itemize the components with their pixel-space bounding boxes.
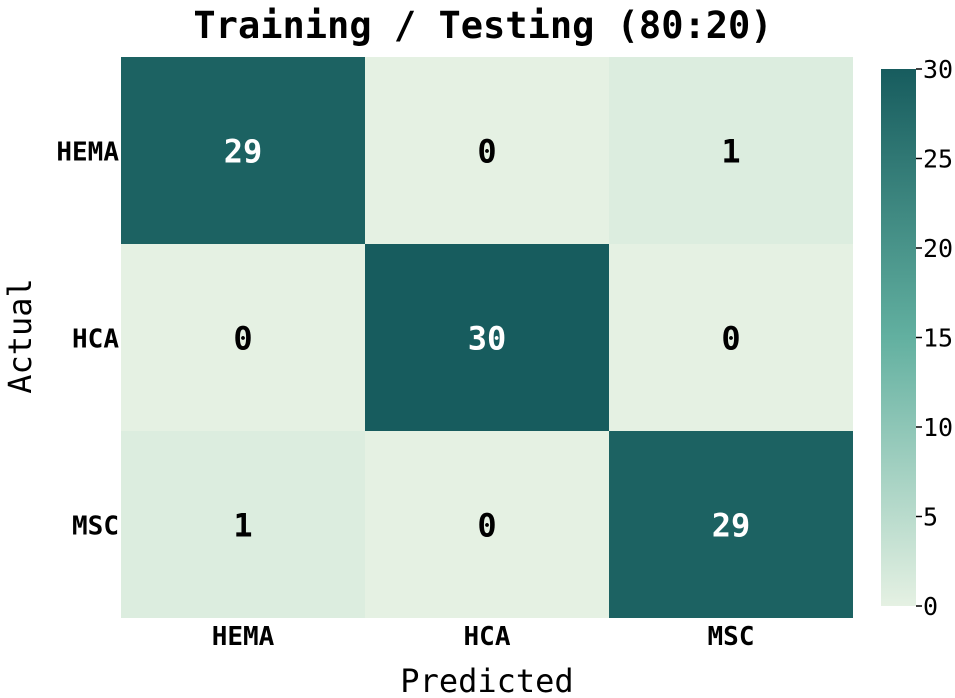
heatmap-cell	[121, 244, 365, 431]
y-tick-labels: HEMA HCA MSC	[56, 138, 119, 542]
colorbar-tick-label: 25	[923, 145, 953, 174]
cell-value-label: 0	[477, 133, 496, 171]
cell-value-label: 0	[721, 320, 740, 358]
chart-title: Training / Testing (80:20)	[193, 4, 772, 47]
cell-value-label: 30	[468, 320, 507, 358]
y-tick-label: HCA	[72, 325, 119, 355]
colorbar-ticks: 0 5 10 15 20 25 30	[916, 55, 953, 621]
heatmap-cell	[609, 431, 853, 618]
colorbar-tick-label: 20	[923, 234, 953, 263]
heatmap-cell	[121, 431, 365, 618]
cell-value-label: 1	[721, 133, 740, 171]
heatmap-cell	[365, 431, 609, 618]
colorbar-tick-label: 0	[923, 592, 938, 621]
y-tick-label: HEMA	[56, 138, 119, 168]
heatmap-cell	[121, 57, 365, 244]
cell-value-label: 29	[224, 133, 263, 171]
x-tick-labels: HEMA HCA MSC	[212, 622, 755, 652]
cell-value-label: 29	[712, 507, 751, 545]
heatmap-cells: 29 0 1 0 30 0 1 0 29	[121, 57, 853, 618]
cell-value-label: 0	[233, 320, 252, 358]
heatmap-cell	[365, 244, 609, 431]
cell-value-label: 0	[477, 507, 496, 545]
x-tick-label: MSC	[708, 622, 755, 652]
x-tick-label: HCA	[464, 622, 511, 652]
cell-value-label: 1	[233, 507, 252, 545]
x-tick-label: HEMA	[212, 622, 275, 652]
x-axis-label: Predicted	[400, 662, 573, 698]
y-axis-label: Actual	[1, 278, 39, 394]
colorbar	[881, 69, 916, 606]
heatmap-cell	[609, 244, 853, 431]
heatmap-cell	[365, 57, 609, 244]
colorbar-tick-label: 30	[923, 55, 953, 84]
colorbar-tick-label: 15	[923, 324, 953, 353]
colorbar-tick-label: 10	[923, 413, 953, 442]
heatmap-cell	[609, 57, 853, 244]
colorbar-tick-label: 5	[923, 503, 938, 532]
y-tick-label: MSC	[72, 512, 119, 542]
